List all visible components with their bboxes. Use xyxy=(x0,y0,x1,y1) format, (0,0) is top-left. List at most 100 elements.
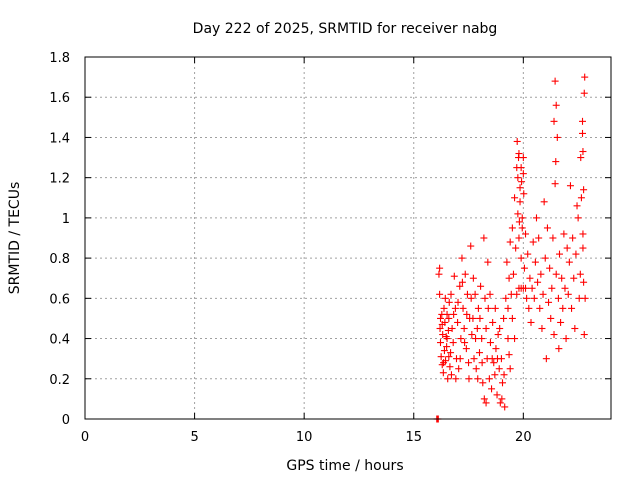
y-axis-title: SRMTID / TECUs xyxy=(7,182,23,295)
data-point xyxy=(509,270,517,278)
data-point xyxy=(505,351,513,359)
y-tick-label: 1 xyxy=(62,212,70,227)
data-point xyxy=(443,343,451,351)
data-point xyxy=(440,347,448,355)
chart-title: Day 222 of 2025, SRMTID for receiver nab… xyxy=(193,21,498,37)
x-axis-title: GPS time / hours xyxy=(286,458,403,474)
data-point xyxy=(528,284,536,292)
data-point xyxy=(445,353,453,361)
data-point xyxy=(579,244,587,252)
data-point xyxy=(559,304,567,312)
data-point xyxy=(580,278,588,286)
data-point xyxy=(519,170,527,178)
data-point xyxy=(577,194,585,202)
y-tick-label: 0.6 xyxy=(49,292,70,307)
data-point xyxy=(520,190,528,198)
data-point xyxy=(437,353,445,361)
data-point xyxy=(482,399,490,407)
data-point xyxy=(552,101,560,109)
data-point xyxy=(439,331,447,339)
data-point xyxy=(469,314,477,322)
data-point xyxy=(463,310,471,318)
data-point xyxy=(546,264,554,272)
x-tick-label: 10 xyxy=(296,430,313,445)
data-point xyxy=(435,270,443,278)
data-point xyxy=(479,379,487,387)
data-point xyxy=(548,284,556,292)
data-point xyxy=(436,339,444,347)
ticks-layer xyxy=(84,56,611,420)
x-tick-label: 0 xyxy=(81,430,89,445)
data-point xyxy=(441,294,449,302)
data-point xyxy=(538,325,546,332)
data-point xyxy=(551,77,559,85)
data-point xyxy=(480,234,488,242)
data-point xyxy=(543,224,551,232)
data-point xyxy=(447,349,455,357)
data-point xyxy=(452,375,460,383)
data-point xyxy=(502,294,510,302)
y-tick-label: 1.8 xyxy=(49,51,70,66)
data-point xyxy=(515,150,523,158)
data-point xyxy=(516,184,524,192)
plot-frame xyxy=(84,56,612,420)
data-point xyxy=(527,318,535,326)
x-tick-label: 5 xyxy=(190,430,198,445)
data-point xyxy=(539,290,547,298)
data-point xyxy=(465,375,473,383)
data-point xyxy=(576,270,584,278)
data-point xyxy=(496,325,504,332)
data-point xyxy=(563,244,571,252)
data-point xyxy=(458,254,466,262)
data-point xyxy=(478,335,486,343)
data-point xyxy=(440,304,448,312)
data-point xyxy=(457,335,465,343)
data-point xyxy=(460,325,468,332)
data-point xyxy=(522,230,530,238)
data-point xyxy=(514,174,522,182)
data-point xyxy=(480,395,488,403)
data-point xyxy=(494,331,502,339)
data-point xyxy=(517,164,525,172)
data-point xyxy=(579,129,587,137)
data-point xyxy=(531,258,539,266)
data-point xyxy=(477,282,485,290)
data-point xyxy=(491,371,499,379)
data-point xyxy=(515,234,523,242)
data-point xyxy=(513,137,521,145)
data-point xyxy=(570,274,578,282)
data-point xyxy=(504,335,512,343)
data-point xyxy=(555,345,563,353)
data-point xyxy=(557,318,565,326)
data-point xyxy=(572,250,580,258)
data-point xyxy=(445,298,453,306)
x-tick-label: 20 xyxy=(515,430,532,445)
data-point xyxy=(560,230,568,238)
data-point xyxy=(550,331,558,339)
data-point xyxy=(436,325,444,332)
data-point xyxy=(451,304,459,312)
data-point xyxy=(506,238,514,246)
data-point xyxy=(555,250,563,258)
data-point xyxy=(506,365,514,373)
data-point xyxy=(516,198,524,206)
data-point xyxy=(474,375,482,383)
data-point xyxy=(580,186,588,194)
data-point xyxy=(552,158,560,166)
data-point xyxy=(581,294,589,302)
data-point xyxy=(489,318,497,326)
x-tick-label: 15 xyxy=(405,430,422,445)
data-point xyxy=(569,234,577,242)
data-point xyxy=(439,369,447,377)
data-point xyxy=(549,234,557,242)
data-point xyxy=(486,290,494,298)
data-point xyxy=(446,363,454,371)
data-point xyxy=(468,331,476,339)
data-point xyxy=(445,314,453,322)
data-point xyxy=(520,264,528,272)
data-point xyxy=(485,375,493,383)
data-point xyxy=(566,182,574,190)
data-point xyxy=(536,304,544,312)
data-point xyxy=(447,371,455,379)
